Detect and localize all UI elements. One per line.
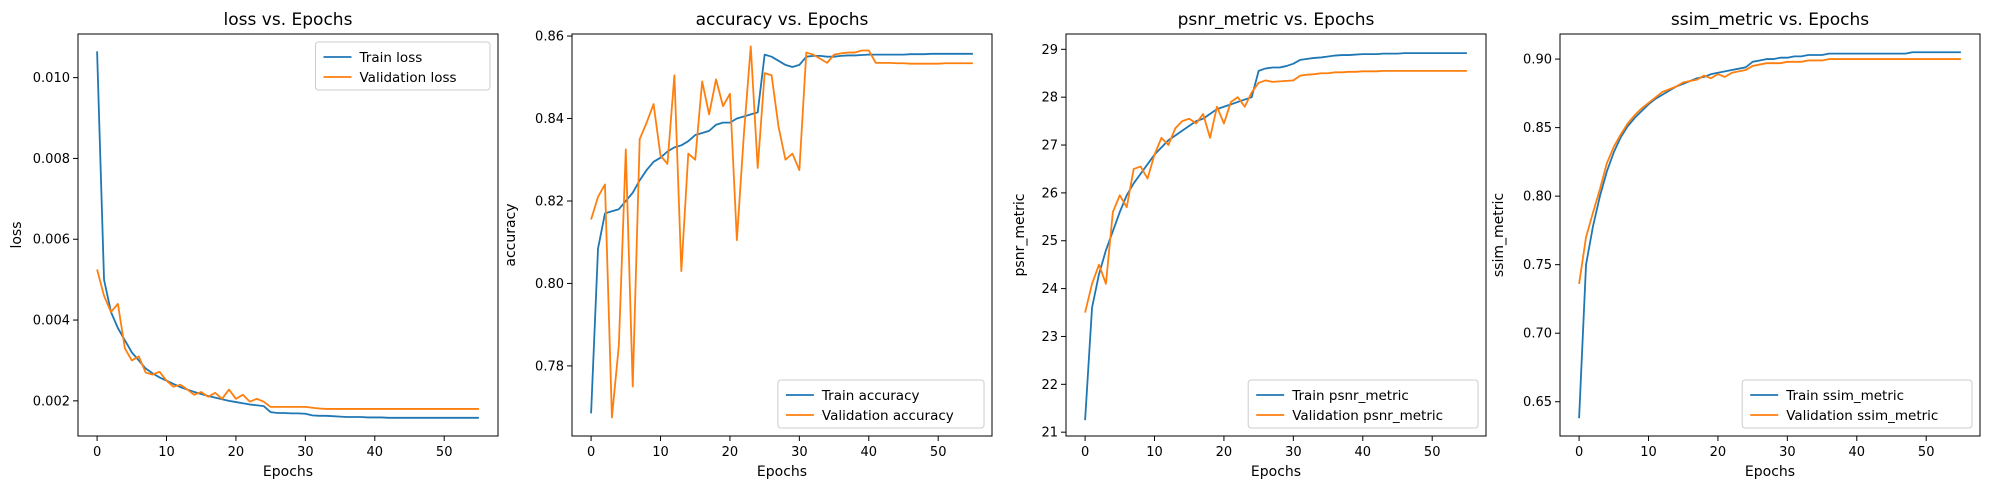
x-axis-label: Epochs: [757, 464, 807, 480]
y-axis-label: ssim_metric: [1491, 193, 1507, 277]
y-tick-label: 0.80: [535, 277, 564, 292]
legend-label-train: Train loss: [359, 50, 423, 66]
x-tick-label: 10: [158, 445, 175, 460]
legend-label-train: Train ssim_metric: [1785, 388, 1904, 404]
x-tick-label: 0: [1575, 445, 1583, 460]
legend-label-train: Train psnr_metric: [1291, 388, 1409, 404]
legend: Train ssim_metric Validation ssim_metric: [1741, 379, 1973, 429]
x-tick-label: 0: [587, 445, 595, 460]
x-axis-label: Epochs: [263, 464, 313, 480]
chart-panel-4: 0 10 20 30 40 50 0.65 0.70 0.75 0.80 0.85 0.90 ssim_…: [1491, 10, 1981, 480]
x-tick-label: 30: [1779, 445, 1796, 460]
y-tick-label: 0.85: [1523, 121, 1552, 136]
x-tick-label: 0: [1081, 445, 1089, 460]
x-tick-label: 50: [436, 445, 453, 460]
legend-label-validation: Validation accuracy: [822, 408, 954, 424]
x-tick-label: 50: [930, 445, 947, 460]
x-tick-label: 40: [861, 445, 878, 460]
y-tick-label: 0.65: [1523, 395, 1552, 410]
axes-frame: [1065, 33, 1487, 437]
legend-label-train: Train accuracy: [821, 388, 920, 404]
x-tick-label: 20: [1216, 445, 1233, 460]
y-tick-label: 0.86: [535, 30, 564, 45]
y-tick-label: 0.75: [1523, 258, 1552, 273]
axes-frame: [1559, 33, 1981, 437]
y-tick-label: 0.80: [1523, 190, 1552, 205]
x-tick-label: 10: [1146, 445, 1163, 460]
series-line-validation: [590, 45, 973, 419]
legend-label-validation: Validation ssim_metric: [1786, 408, 1938, 424]
y-tick-label: 0.010: [33, 71, 70, 86]
legend: Train psnr_metric Validation psnr_metric: [1247, 379, 1479, 429]
y-axis-label: loss: [9, 221, 25, 248]
x-tick-label: 50: [1918, 445, 1935, 460]
x-axis-label: Epochs: [1745, 464, 1795, 480]
y-tick-label: 21: [1041, 426, 1058, 441]
y-tick-label: 26: [1041, 186, 1058, 201]
y-tick-label: 0.70: [1523, 327, 1552, 342]
y-tick-label: 25: [1041, 234, 1058, 249]
y-tick-label: 22: [1041, 378, 1058, 393]
series-line-train: [1084, 52, 1467, 421]
chart-panel-3: 0 10 20 30 40 50 21 22 23 24 25 26 27 28 29 psnr_metric…: [1012, 10, 1487, 480]
x-axis-label: Epochs: [1251, 464, 1301, 480]
chart-title: loss vs. Epochs: [224, 10, 353, 30]
series-line-train: [96, 51, 479, 419]
series-line-train: [590, 52, 973, 414]
y-tick-label: 29: [1041, 43, 1058, 58]
x-tick-label: 30: [1285, 445, 1302, 460]
y-tick-label: 28: [1041, 91, 1058, 106]
chart-title: accuracy vs. Epochs: [696, 10, 869, 30]
chart-panel-1: 0 10 20 30 40 50 0.002 0.004 0.006 0.008 0.010 loss…: [9, 10, 499, 480]
y-axis-label: psnr_metric: [1012, 194, 1028, 277]
y-tick-label: 24: [1041, 282, 1058, 297]
y-tick-label: 0.82: [535, 194, 564, 209]
x-tick-label: 40: [1849, 445, 1866, 460]
chart-title: psnr_metric vs. Epochs: [1178, 10, 1375, 30]
y-tick-label: 0.004: [33, 314, 70, 329]
x-tick-label: 20: [722, 445, 739, 460]
legend: Train loss Validation loss: [315, 41, 491, 91]
x-tick-label: 0: [93, 445, 101, 460]
x-tick-label: 40: [367, 445, 384, 460]
series-line-validation: [1578, 58, 1961, 284]
legend-box: [1247, 379, 1479, 429]
axes-frame: [571, 33, 993, 437]
legend-label-validation: Validation loss: [360, 70, 457, 86]
x-tick-label: 20: [228, 445, 245, 460]
legend-box: [777, 379, 985, 429]
y-tick-label: 0.002: [33, 394, 70, 409]
legend-label-validation: Validation psnr_metric: [1292, 408, 1443, 424]
series-line-validation: [96, 269, 479, 410]
y-tick-label: 0.006: [33, 233, 70, 248]
legend-box: [315, 41, 491, 91]
y-tick-label: 0.84: [535, 112, 564, 127]
chart-title: ssim_metric vs. Epochs: [1671, 10, 1869, 30]
y-tick-label: 0.78: [535, 359, 564, 374]
x-tick-label: 50: [1424, 445, 1441, 460]
x-tick-label: 10: [1640, 445, 1657, 460]
y-tick-label: 0.008: [33, 152, 70, 167]
y-tick-label: 23: [1041, 330, 1058, 345]
x-tick-label: 40: [1355, 445, 1372, 460]
legend-box: [1741, 379, 1973, 429]
series-line-validation: [1084, 69, 1467, 313]
x-tick-label: 30: [791, 445, 808, 460]
legend: Train accuracy Validation accuracy: [777, 379, 985, 429]
x-tick-label: 30: [297, 445, 314, 460]
y-tick-label: 27: [1041, 139, 1058, 154]
x-tick-label: 10: [652, 445, 669, 460]
series-line-train: [1578, 51, 1961, 419]
y-tick-label: 0.90: [1523, 53, 1552, 68]
chart-panel-2: 0 10 20 30 40 50 0.78 0.80 0.82 0.84 0.86 accuracy …: [503, 10, 993, 480]
y-axis-label: accuracy: [503, 203, 519, 266]
x-tick-label: 20: [1710, 445, 1727, 460]
axes-frame: [77, 33, 499, 437]
